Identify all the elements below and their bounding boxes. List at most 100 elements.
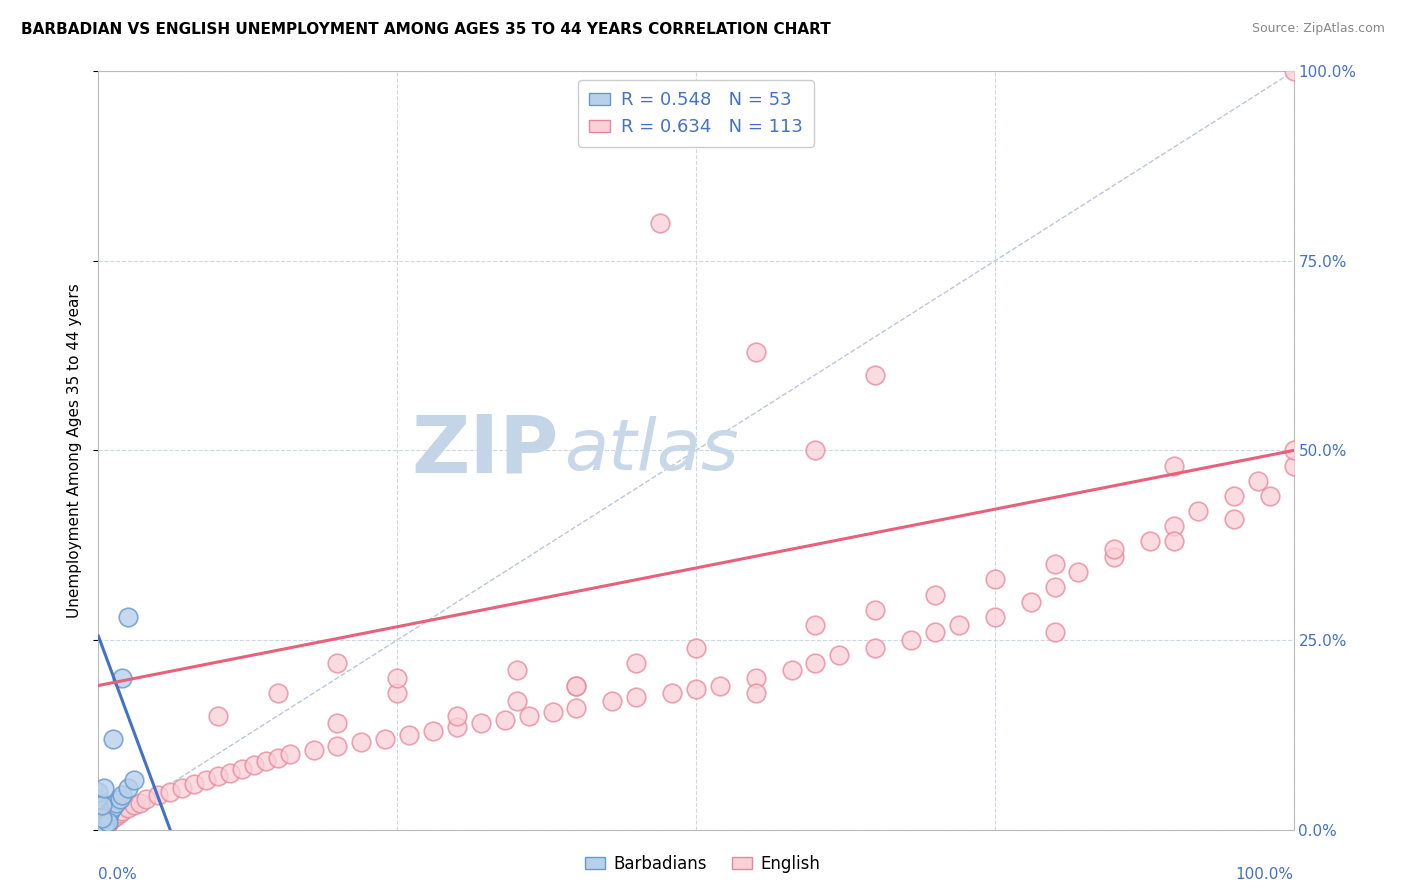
Point xyxy=(101,731,124,746)
Point xyxy=(865,368,887,382)
Point xyxy=(87,822,110,837)
Point xyxy=(87,800,110,814)
Point xyxy=(91,821,114,835)
Point xyxy=(87,822,110,837)
Point xyxy=(506,664,529,678)
Point xyxy=(948,617,970,632)
Point xyxy=(97,815,120,830)
Point xyxy=(111,671,134,685)
Point xyxy=(97,816,120,830)
Point xyxy=(87,820,110,834)
Point xyxy=(804,617,827,632)
Text: Source: ZipAtlas.com: Source: ZipAtlas.com xyxy=(1251,22,1385,36)
Point xyxy=(94,814,117,828)
Point xyxy=(1258,489,1281,503)
Point xyxy=(96,811,118,825)
Point xyxy=(87,822,110,837)
Point xyxy=(87,822,110,837)
Point xyxy=(267,750,290,764)
Point xyxy=(984,610,1007,624)
Point xyxy=(470,716,492,731)
Point xyxy=(517,708,540,723)
Point xyxy=(709,678,731,692)
Point xyxy=(1043,625,1066,640)
Point xyxy=(207,769,229,784)
Point xyxy=(91,798,114,813)
Point xyxy=(745,671,768,685)
Point xyxy=(87,785,110,799)
Point xyxy=(105,796,128,810)
Point xyxy=(87,822,110,837)
Point xyxy=(745,344,768,359)
Point xyxy=(278,747,301,761)
Point xyxy=(87,822,110,837)
Point xyxy=(87,815,110,830)
Point xyxy=(108,792,131,806)
Point xyxy=(565,701,588,715)
Text: BARBADIAN VS ENGLISH UNEMPLOYMENT AMONG AGES 35 TO 44 YEARS CORRELATION CHART: BARBADIAN VS ENGLISH UNEMPLOYMENT AMONG … xyxy=(21,22,831,37)
Point xyxy=(124,798,146,813)
Legend: R = 0.548   N = 53, R = 0.634   N = 113: R = 0.548 N = 53, R = 0.634 N = 113 xyxy=(578,80,814,147)
Point xyxy=(900,633,922,648)
Point xyxy=(87,818,110,832)
Point xyxy=(87,822,110,837)
Point xyxy=(87,821,110,835)
Point xyxy=(385,686,409,700)
Point xyxy=(93,815,115,830)
Point xyxy=(195,773,218,788)
Point xyxy=(661,686,683,700)
Point xyxy=(626,690,648,704)
Point xyxy=(87,822,110,837)
Point xyxy=(98,815,121,830)
Point xyxy=(385,671,409,685)
Point xyxy=(87,809,110,823)
Point xyxy=(1019,595,1042,609)
Text: ZIP: ZIP xyxy=(412,411,558,490)
Point xyxy=(865,640,887,655)
Point xyxy=(129,796,152,810)
Point xyxy=(124,773,146,788)
Point xyxy=(87,822,110,837)
Point xyxy=(96,818,118,832)
Point xyxy=(98,804,122,818)
Point xyxy=(87,796,110,810)
Point xyxy=(565,678,588,692)
Point xyxy=(685,682,707,697)
Point xyxy=(87,822,110,837)
Point xyxy=(87,822,110,837)
Point xyxy=(1067,565,1090,579)
Point xyxy=(243,758,266,772)
Point xyxy=(87,822,110,837)
Point xyxy=(117,780,139,795)
Point xyxy=(87,822,110,837)
Point xyxy=(87,798,110,813)
Point xyxy=(87,822,110,837)
Point xyxy=(87,822,110,837)
Point xyxy=(87,819,110,833)
Point xyxy=(1104,549,1126,564)
Legend: Barbadians, English: Barbadians, English xyxy=(579,848,827,880)
Point xyxy=(804,443,827,458)
Point xyxy=(1139,534,1161,549)
Point xyxy=(148,789,170,803)
Point xyxy=(506,694,529,708)
Point xyxy=(1282,458,1305,473)
Point xyxy=(87,822,110,837)
Point xyxy=(231,762,253,776)
Point xyxy=(780,664,803,678)
Point xyxy=(267,686,290,700)
Point xyxy=(91,821,114,835)
Point xyxy=(87,807,110,822)
Point xyxy=(1043,557,1066,572)
Text: atlas: atlas xyxy=(565,416,740,485)
Point xyxy=(565,678,588,692)
Point xyxy=(1163,519,1185,533)
Point xyxy=(87,821,110,835)
Point xyxy=(101,811,124,825)
Point xyxy=(1223,512,1246,526)
Point xyxy=(1282,64,1305,78)
Point xyxy=(374,731,396,746)
Point xyxy=(87,809,110,823)
Point xyxy=(398,728,420,742)
Point xyxy=(685,640,707,655)
